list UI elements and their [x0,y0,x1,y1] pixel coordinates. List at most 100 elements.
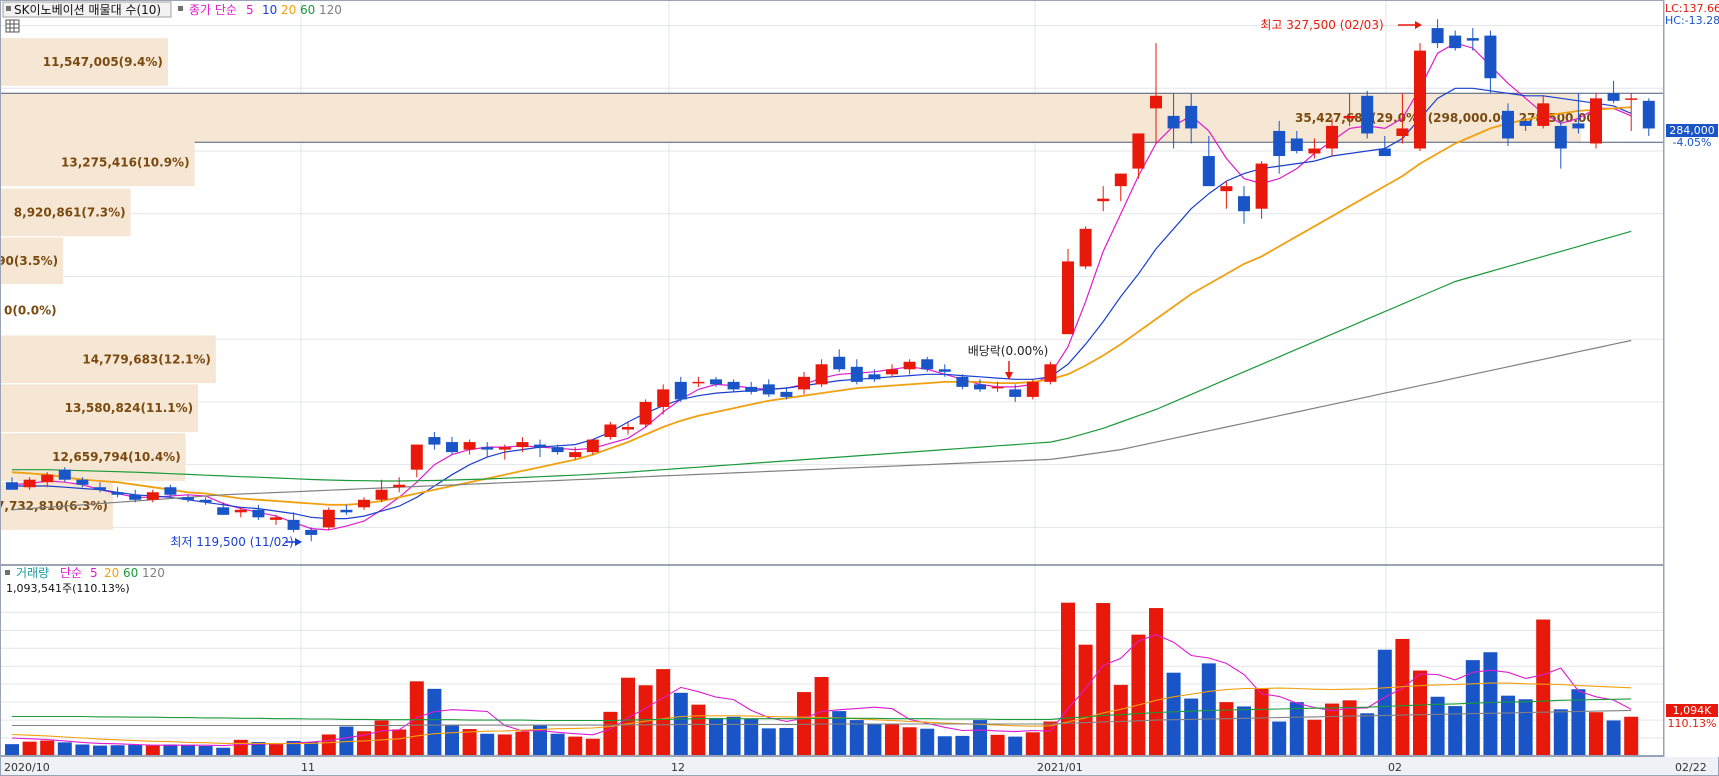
volume-bar [867,723,882,756]
volume-ma-120-line [12,709,1632,727]
candle-body [1273,130,1286,157]
volume-bar [1325,703,1339,756]
profile-label: 12,659,794(10.4%) [52,450,181,464]
candle-body [727,381,740,390]
candle-body [182,497,194,500]
candle-body [692,381,705,384]
candle-body [833,356,846,370]
candle-body [1132,133,1145,169]
candle-body [815,364,828,385]
volume-bar [621,677,635,756]
volume-bar [1025,732,1040,756]
candle-body [6,482,18,490]
volume-bar [973,720,987,756]
volume-bar [1606,720,1621,756]
candle-body [1167,115,1180,129]
candle-body [1343,115,1356,119]
candle-body [1642,100,1655,129]
candle-body [974,384,986,390]
candle-body [921,359,934,370]
price-ma-60-line [12,230,1632,482]
volume-bar [1589,712,1603,756]
candle-body [534,444,546,448]
date-label-2021-01: 2021/01 [1037,761,1083,774]
candle-body [1502,110,1514,139]
candle-body [446,442,458,453]
volume-bar [1166,672,1181,756]
volume-bar [57,742,72,756]
candle-body [1044,364,1057,382]
volume-bar [1430,696,1445,756]
candle-body [252,509,265,518]
candle-body [94,487,106,490]
date-label-12: 12 [671,761,685,774]
volume-bar [480,733,495,756]
profile-band [1,237,64,284]
volume-bar [1131,634,1146,756]
profile-band [1,93,1581,143]
legend-ma-20: 20 [281,3,296,17]
volume-bar [1377,649,1392,756]
volume-bar [1360,713,1375,756]
volume-bar [709,717,723,756]
legend-volume-square [5,570,10,575]
legend-title: SK이노베이션 매물대 수(10) [14,3,161,17]
candle-body [1396,128,1409,136]
volume-bar [1624,716,1639,756]
volume-bar [1043,721,1058,756]
volume-bar [1113,684,1128,756]
price-ma-20-line [11,106,1632,506]
candle-body [340,509,353,513]
date-label-02-22: 02/22 [1675,761,1707,774]
legend-volume-ma-5: 5 [90,566,98,580]
volume-bar [550,733,565,756]
candle-body [1114,173,1127,187]
volume-bar [744,719,759,756]
table-icon[interactable] [5,19,20,33]
volume-bars [5,602,1639,756]
candle-body [780,391,793,397]
profile-label: 0(0.0%) [4,303,57,317]
volume-bar [286,740,301,756]
volume-bar [533,724,547,756]
volume-bar [427,688,442,756]
candle-body [305,529,318,535]
price-badge: 284,000 [1669,124,1715,137]
volume-bar [1307,719,1322,756]
candle-body [23,479,36,488]
volume-bar [181,744,195,756]
candle-body [1220,186,1233,192]
lc-readout: LC:137.66 [1665,2,1719,15]
candle-body [1484,35,1497,79]
date-axis-bar [0,756,1719,776]
candle-body [199,499,212,503]
candle-body [1009,389,1022,397]
candle-body [903,361,916,370]
candle-body [1062,261,1074,335]
volume-bar [75,744,90,756]
candle-body [1414,50,1426,149]
volume-ma-20-line [11,682,1632,745]
volume-bar [1448,706,1463,756]
candle-body [622,427,634,430]
legend-title-box[interactable] [2,1,172,18]
volume-bar [304,741,319,756]
legend-volume-ma-prefix: 단순 [60,566,82,580]
date-label-02: 02 [1388,761,1402,774]
volume-bar [5,744,19,756]
candle-body [745,386,758,392]
candle-body [938,369,951,372]
candle-body [710,379,722,385]
volume-bar [1219,702,1234,756]
candle-body [1537,103,1550,126]
candle-body [1308,148,1321,154]
candle-body [1238,196,1250,212]
volume-bar [1501,695,1515,756]
right-axis-area [1664,0,1719,757]
volume-bar [1237,706,1251,756]
candle-body [1079,228,1092,267]
candle-body [569,452,582,458]
profile-label: 11,547,005(9.4%) [43,55,163,69]
volume-profile: 11,547,005(9.4%)35,427,683(29.0%) (298,0… [0,38,1664,530]
volume-bar [832,711,847,756]
